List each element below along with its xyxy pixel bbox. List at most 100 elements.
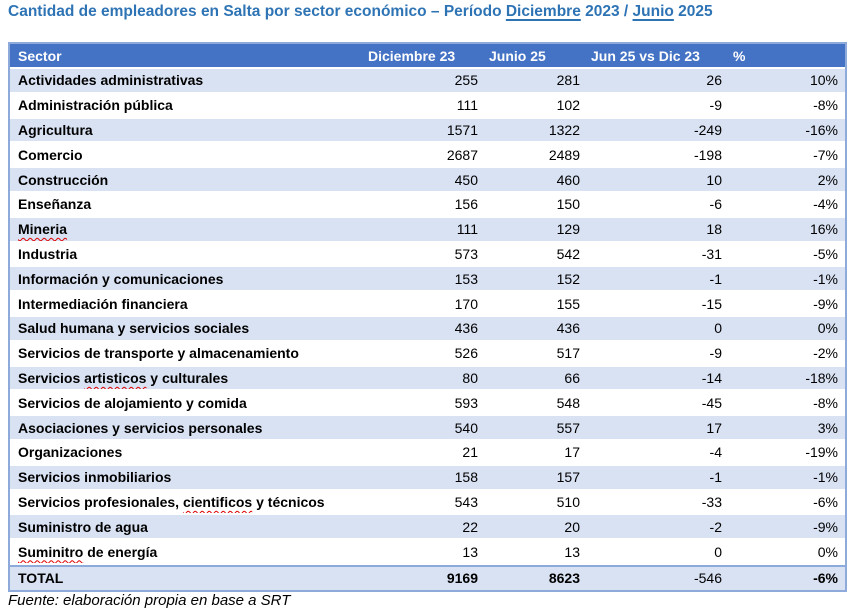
page-title: Cantidad de empleadores en Salta por sec… [8, 3, 713, 21]
diciembre-23-cell: 111 [364, 93, 485, 119]
diciembre-23-cell: 526 [364, 341, 485, 367]
sector-cell: Mineria [10, 217, 364, 243]
sector-label-text: Servicios inmobiliarios [18, 469, 172, 486]
sector-cell: Servicios artisticos y culturales [10, 366, 364, 392]
table-row: Suminitro de energía 13 13 0 0% [10, 540, 845, 565]
difference-cell: -9 [587, 341, 729, 367]
sector-label-text: TOTAL [18, 570, 64, 587]
percent-cell: 0% [729, 540, 845, 565]
diciembre-23-cell: 540 [364, 416, 485, 441]
percent-cell: -4% [729, 192, 845, 218]
junio-25-cell: 17 [485, 440, 587, 466]
total-row: TOTAL 9169 8623 -546 -6% [10, 564, 845, 590]
percent-cell: -8% [729, 93, 845, 119]
table-row: Asociaciones y servicios personales 540 55… [10, 416, 845, 441]
sector-label-text: Asociaciones y servicios personales [18, 419, 263, 436]
junio-25-cell: 129 [485, 217, 587, 243]
percent-cell: -9% [729, 515, 845, 541]
col-header-jun25-vs-dic23: Jun 25 vs Dic 23 [587, 44, 729, 69]
difference-cell: -198 [587, 143, 729, 169]
sector-cell: Servicios de alojamiento y comida [10, 391, 364, 417]
sector-cell: Servicios profesionales, cientificos y t… [10, 490, 364, 516]
difference-cell: -45 [587, 391, 729, 417]
difference-cell: -4 [587, 440, 729, 466]
employers-by-sector-table: Sector Diciembre 23 Junio 25 Jun 25 vs D… [8, 42, 847, 592]
table-row: Agricultura 1571 1322 -249 -16% [10, 118, 845, 144]
table-row: Construcción 450 460 10 2% [10, 168, 845, 193]
difference-cell: -249 [587, 118, 729, 144]
diciembre-23-cell: 22 [364, 515, 485, 541]
junio-25-cell: 8623 [485, 564, 587, 590]
col-header-percent: % [729, 44, 845, 69]
difference-cell: -6 [587, 192, 729, 218]
difference-cell: -33 [587, 490, 729, 516]
percent-cell: -9% [729, 292, 845, 317]
junio-25-cell: 460 [485, 168, 587, 193]
misspelled-word: Suminitro [18, 543, 84, 560]
junio-25-cell: 20 [485, 515, 587, 541]
sector-cell: Enseñanza [10, 192, 364, 218]
difference-cell: 0 [587, 316, 729, 342]
table-row: Salud humana y servicios sociales 436 436 0… [10, 316, 845, 342]
sector-label-text: Agricultura [18, 121, 93, 138]
sector-cell: Suminitro de energía [10, 540, 364, 565]
sector-label-text: Comercio [18, 146, 83, 163]
diciembre-23-cell: 436 [364, 316, 485, 342]
sector-cell: Actividades administrativas [10, 69, 364, 94]
diciembre-23-cell: 450 [364, 168, 485, 193]
sector-label-text: y culturales [146, 369, 229, 386]
percent-cell: -7% [729, 143, 845, 169]
source-note: Fuente: elaboración propia en base a SRT [8, 592, 291, 609]
sector-label-text: Intermediación financiera [18, 295, 188, 312]
diciembre-23-cell: 80 [364, 366, 485, 392]
sector-cell: Agricultura [10, 118, 364, 144]
sector-cell: Industria [10, 242, 364, 268]
diciembre-23-cell: 111 [364, 217, 485, 243]
percent-cell: -6% [729, 490, 845, 516]
title-text-3: 2025 [673, 3, 713, 20]
table-row: Administración pública 111 102 -9 -8% [10, 93, 845, 119]
difference-cell: 10 [587, 168, 729, 193]
sector-label-text: Construcción [18, 171, 109, 188]
diciembre-23-cell: 573 [364, 242, 485, 268]
table-row: Suministro de agua 22 20 -2 -9% [10, 515, 845, 541]
title-underlined-junio: Junio [632, 3, 674, 20]
sector-label-text: Organizaciones [18, 444, 123, 461]
misspelled-word: Mineria [18, 221, 68, 238]
sector-label-text: Suministro de agua [18, 518, 148, 535]
sector-cell: Información y comunicaciones [10, 267, 364, 293]
sector-cell: Intermediación financiera [10, 292, 364, 317]
diciembre-23-cell: 156 [364, 192, 485, 218]
junio-25-cell: 548 [485, 391, 587, 417]
difference-cell: -15 [587, 292, 729, 317]
percent-cell: -6% [729, 564, 845, 590]
difference-cell: -2 [587, 515, 729, 541]
sector-cell: Comercio [10, 143, 364, 169]
sector-cell: Asociaciones y servicios personales [10, 416, 364, 441]
diciembre-23-cell: 13 [364, 540, 485, 565]
diciembre-23-cell: 9169 [364, 564, 485, 590]
junio-25-cell: 542 [485, 242, 587, 268]
difference-cell: -9 [587, 93, 729, 119]
diciembre-23-cell: 2687 [364, 143, 485, 169]
percent-cell: 0% [729, 316, 845, 342]
table-row: Mineria 111 129 18 16% [10, 217, 845, 243]
title-text-2: 2023 / [580, 3, 633, 20]
percent-cell: 2% [729, 168, 845, 193]
junio-25-cell: 155 [485, 292, 587, 317]
percent-cell: 3% [729, 416, 845, 441]
junio-25-cell: 2489 [485, 143, 587, 169]
table-row: Actividades administrativas 255 281 26 10% [10, 69, 845, 94]
sector-cell: TOTAL [10, 564, 364, 590]
difference-cell: -31 [587, 242, 729, 268]
difference-cell: -1 [587, 267, 729, 293]
sector-label-text: de energía [83, 543, 158, 560]
junio-25-cell: 102 [485, 93, 587, 119]
difference-cell: 0 [587, 540, 729, 565]
diciembre-23-cell: 170 [364, 292, 485, 317]
table-body: Actividades administrativas 255 281 26 10% Ad… [10, 69, 845, 590]
sector-label-text: Servicios de alojamiento y comida [18, 394, 247, 411]
junio-25-cell: 66 [485, 366, 587, 392]
sector-label-text: Servicios profesionales, [18, 493, 183, 510]
table-row: Servicios de transporte y almacenamiento… [10, 341, 845, 367]
